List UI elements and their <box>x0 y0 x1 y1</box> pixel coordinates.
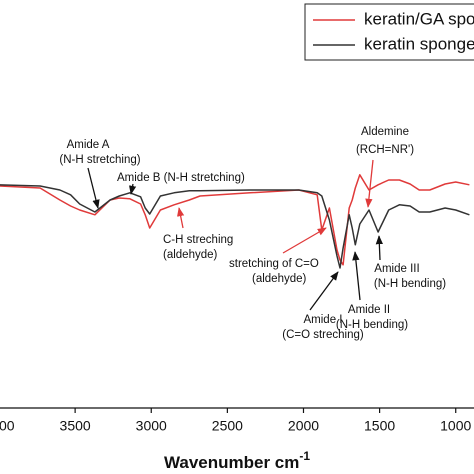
annotation-text: stretching of C=O <box>229 258 319 270</box>
series-line <box>0 174 470 266</box>
annotation-arrow <box>352 251 361 301</box>
annotation-arrow <box>177 207 185 229</box>
x-tick-label: 1500 <box>364 418 395 434</box>
annotation-text: Amide II <box>348 304 390 316</box>
x-tick-label: 2000 <box>288 418 319 434</box>
annotation-text: Amide I <box>304 314 343 326</box>
x-axis-label: Wavenumber cm-1 <box>164 449 310 472</box>
annotation-arrow <box>87 167 100 209</box>
x-tick-label: 3000 <box>136 418 167 434</box>
annotation-arrow <box>375 235 383 261</box>
annotation-arrow <box>365 159 374 208</box>
annotation-text: C-H streching <box>163 234 233 246</box>
annotation-arrow <box>309 271 339 311</box>
series-line <box>0 184 470 269</box>
annotation-text: Amide A <box>67 139 110 151</box>
annotation-text: (RCH=NR') <box>356 144 414 156</box>
annotation-text: (N-H bending) <box>374 278 446 290</box>
annotation-text: Amide III <box>374 263 419 275</box>
x-tick-label: 2500 <box>212 418 243 434</box>
annotation-text: (aldehyde) <box>252 273 307 285</box>
annotation-text: (N-H bending) <box>336 319 408 331</box>
annotation-arrow <box>282 227 327 254</box>
annotation-text: (N-H stretching) <box>59 154 140 166</box>
annotation-text: (C=O streching) <box>282 329 364 341</box>
legend-label: keratin sponge <box>364 34 474 53</box>
legend-label: keratin/GA sponge <box>364 9 474 28</box>
x-axis-label-sup: -1 <box>299 449 310 463</box>
x-tick-label: 4000 <box>0 418 15 434</box>
x-tick-label: 3500 <box>60 418 91 434</box>
annotation-text: Amide B (N-H stretching) <box>117 172 245 184</box>
annotation-text: (aldehyde) <box>163 249 218 261</box>
annotation-text: Aldemine <box>361 126 409 138</box>
annotation-arrow <box>129 183 137 195</box>
x-axis-label-main: Wavenumber cm <box>164 453 299 472</box>
x-tick-label: 1000 <box>440 418 471 434</box>
legend-box <box>304 3 474 61</box>
